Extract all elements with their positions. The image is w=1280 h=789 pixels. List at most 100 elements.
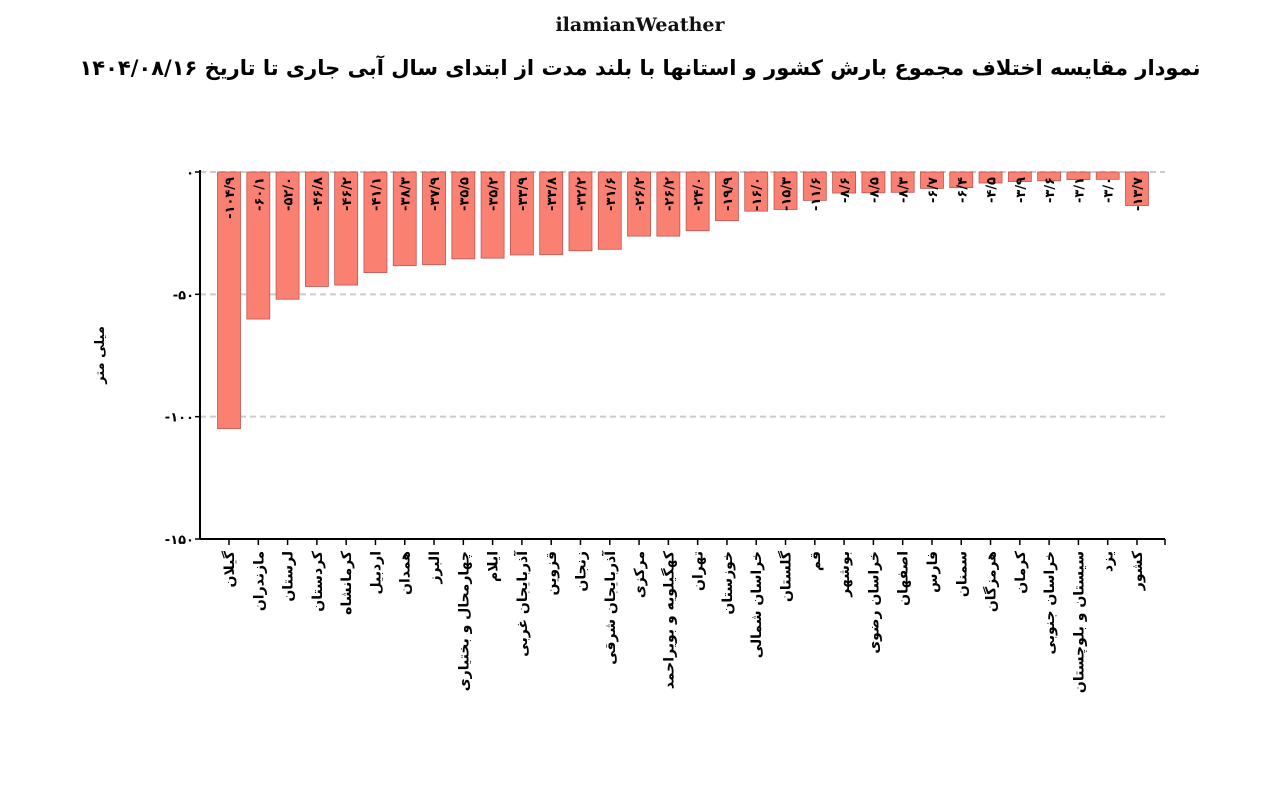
y-tick-label: -۵۰	[173, 288, 194, 303]
data-label: -۶/۷	[926, 177, 941, 203]
data-label: -۸/۵	[867, 177, 882, 203]
bar	[275, 171, 300, 300]
bar	[949, 171, 974, 189]
x-tick-label: سمنان	[954, 551, 970, 597]
bar	[246, 171, 271, 320]
x-tick-label: چهارمحال و بختیاری	[456, 551, 472, 691]
data-label: -۳۲/۲	[574, 177, 589, 211]
bar	[363, 171, 388, 273]
bar	[392, 171, 417, 267]
x-tick-label: کهگیلویه و بویراحمد	[660, 550, 677, 689]
x-tick-label: گلستان	[778, 550, 795, 602]
data-label: -۳/۰	[1102, 177, 1117, 203]
data-label: -۳۱/۶	[604, 177, 619, 211]
y-tick-label: -۱۰۰	[165, 411, 194, 426]
x-tick-label: هرمزگان	[983, 551, 1000, 612]
bar	[217, 171, 241, 430]
bar	[304, 171, 329, 287]
x-tick-label: همدان	[398, 551, 414, 595]
x-tick-label: بوشهر	[837, 551, 853, 598]
data-label: -۳/۱	[1072, 177, 1087, 203]
data-label: -۵۲/۰	[282, 177, 297, 211]
bar	[627, 171, 651, 237]
data-label: -۱۰۴/۹	[223, 177, 238, 219]
y-tick-label: -۱۵۰	[165, 533, 194, 548]
x-tick-label: فارس	[925, 551, 941, 593]
data-label: -۴۶/۸	[311, 177, 326, 211]
data-label: -۱۶/۰	[750, 177, 765, 211]
data-label: -۶/۴	[955, 177, 970, 203]
x-tick-label: کرمانشاه	[339, 550, 355, 615]
brand-watermark: ilamianWeather	[555, 14, 725, 36]
axes: ۰ -۵۰ -۱۰۰ -۱۵۰ گیلان مازندران لرستان کردستان کر…	[165, 166, 1166, 693]
x-tick-label: یزد	[1101, 551, 1117, 572]
bar	[451, 171, 476, 260]
bar	[539, 171, 564, 256]
bar	[1125, 171, 1149, 206]
data-label: -۳۵/۲	[487, 177, 502, 211]
data-label: -۴۶/۲	[340, 177, 355, 211]
bars: -۱۰۴/۹ -۶۰/۱ -۵۲/۰ -۴۶/۸ -۴۶/۲ -۴۱/۱ -۳۸/۳ -۳۷/…	[217, 171, 1149, 430]
x-tick-label: اردبیل	[368, 551, 384, 595]
x-tick-label: آذربایجان غربی	[513, 550, 531, 657]
x-tick-label: کرمان	[1013, 550, 1029, 594]
data-label: -۸/۶	[838, 177, 853, 203]
data-label: -۳۷/۹	[428, 177, 443, 211]
bar	[1037, 171, 1062, 182]
x-tick-label: مازندران	[251, 551, 267, 611]
bar	[568, 171, 593, 252]
bar	[890, 171, 915, 193]
x-tick-label: خراسان رضوی	[866, 551, 882, 654]
x-tick-label: کشور	[1130, 550, 1146, 591]
x-tick-label: ایلام	[486, 551, 502, 582]
bar	[920, 171, 944, 189]
bar	[978, 171, 1003, 184]
x-tick-label: گیلان	[221, 550, 238, 587]
bar	[744, 171, 769, 212]
bar	[334, 171, 359, 286]
x-tick-label: تهران	[691, 551, 707, 591]
data-label: -۳۵/۵	[457, 177, 472, 211]
data-label: -۳۳/۸	[545, 177, 560, 211]
data-label: -۳۸/۳	[399, 177, 414, 211]
data-label: -۱۵/۳	[780, 177, 795, 211]
data-label: -۸/۳	[897, 177, 912, 203]
x-tick-label: سیستان و بلوچستان	[1071, 551, 1087, 693]
data-label: -۲۶/۲	[662, 177, 677, 211]
bar	[861, 171, 886, 194]
data-label: -۴۱/۱	[369, 177, 384, 211]
bar	[832, 171, 856, 194]
data-label: -۱۱/۶	[809, 177, 824, 211]
data-label: -۱۳/۷	[1131, 177, 1146, 211]
y-tick-label: ۰	[186, 166, 194, 181]
x-tick-label: خراسان شمالی	[749, 551, 765, 658]
data-label: -۱۹/۹	[721, 177, 736, 211]
x-tick-label: خراسان جنوبی	[1042, 551, 1058, 654]
x-tick-label: اصفهان	[896, 551, 912, 606]
y-axis-label: میلی متر	[93, 326, 108, 385]
bar	[1095, 171, 1120, 180]
x-tick-label: البرز	[427, 551, 443, 585]
bar	[773, 171, 798, 210]
bar	[480, 171, 505, 259]
bar	[510, 171, 534, 256]
x-tick-label: زنجان	[573, 551, 589, 592]
bar	[597, 171, 622, 250]
x-tick-label: کردستان	[310, 550, 326, 612]
x-tick-label: لرستان	[281, 551, 297, 602]
x-tick-label: قزوین	[544, 551, 560, 595]
data-label: -۲۶/۲	[633, 177, 648, 211]
gridlines	[200, 171, 1165, 418]
bar	[802, 171, 827, 201]
bar	[1066, 171, 1091, 180]
data-label: -۳/۶	[1043, 177, 1058, 203]
bar	[656, 171, 681, 237]
bar	[422, 171, 446, 266]
x-tick-label: مرکزی	[632, 551, 648, 598]
bar	[1007, 171, 1032, 182]
data-label: -۳۳/۹	[516, 177, 531, 211]
x-tick-label: آذربایجان شرقی	[601, 550, 619, 665]
x-tick-label: قم	[808, 551, 824, 571]
x-tick-label: خوزستان	[720, 551, 736, 615]
